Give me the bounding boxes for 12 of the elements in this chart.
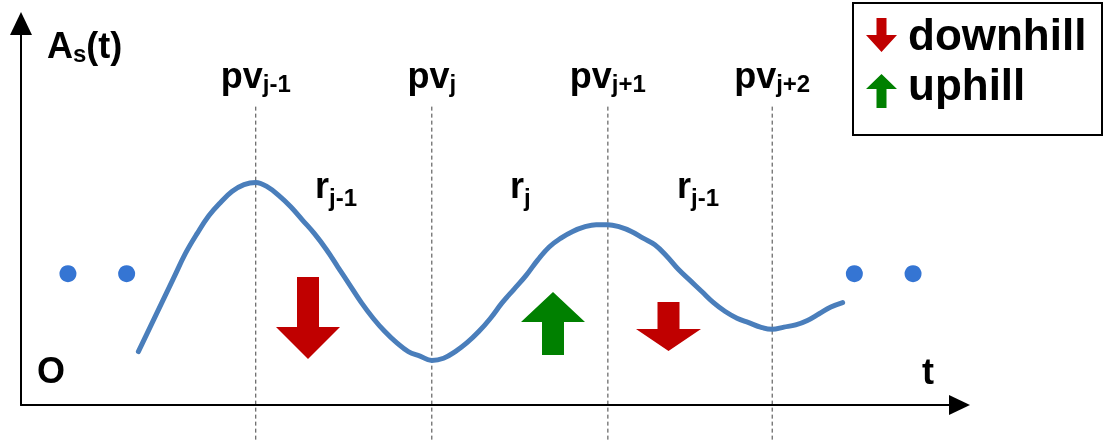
annotation: r$_{j-1}$ <box>315 165 358 211</box>
x-tick-label: pvj+1 <box>569 54 646 97</box>
annotation: O <box>37 350 66 391</box>
text: uphill <box>908 60 1026 109</box>
annotation: r$_{j-1}$ <box>677 165 720 211</box>
x-tick-label: pvj <box>407 54 457 97</box>
x-tick-label: pvj-1 <box>220 54 291 97</box>
annotation: r$_{j}$ <box>510 165 531 211</box>
x-tick-label: pvj+2 <box>734 54 811 97</box>
y-axis-title: As(t) <box>47 24 123 67</box>
text: downhill <box>908 10 1087 59</box>
x-axis-title: t <box>922 350 934 392</box>
